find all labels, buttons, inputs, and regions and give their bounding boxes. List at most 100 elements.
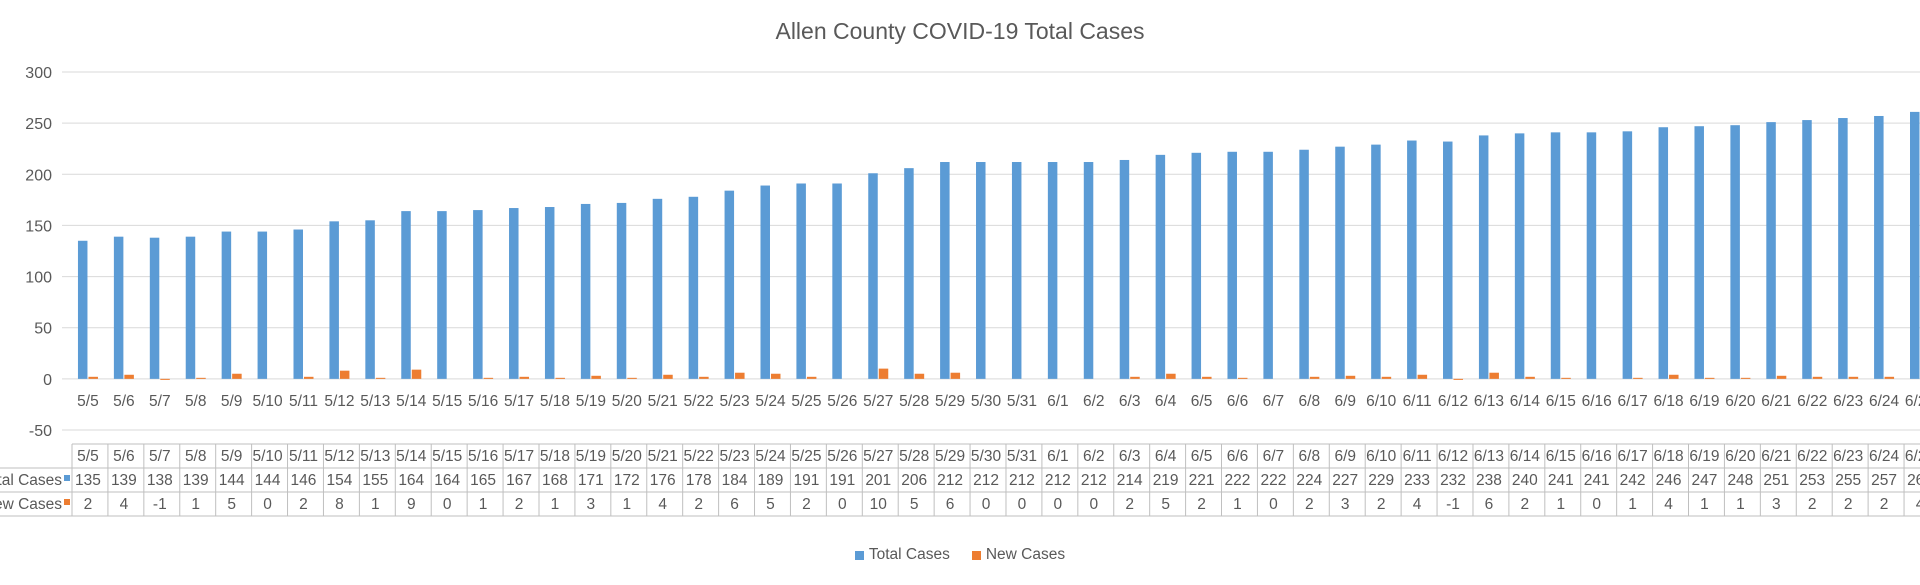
bar-total-cases	[1371, 144, 1381, 379]
bar-new-cases	[1633, 377, 1643, 379]
table-header-cell: 6/5	[1191, 448, 1213, 465]
table-cell: 0	[1054, 496, 1063, 513]
bar-total-cases	[1083, 162, 1094, 379]
table-header-cell: 6/19	[1689, 448, 1719, 465]
table-header-cell: 5/30	[971, 448, 1002, 465]
bar-total-cases	[509, 208, 519, 379]
bar-new-cases	[1561, 377, 1571, 379]
table-cell: 135	[75, 472, 101, 489]
table-cell: 5	[910, 496, 919, 513]
bar-total-cases	[1299, 149, 1309, 379]
bar-new-cases	[1740, 377, 1751, 379]
x-tick-label: 6/21	[1761, 393, 1791, 410]
bar-new-cases	[591, 375, 601, 379]
table-cell: 171	[578, 472, 604, 489]
table-cell: 241	[1584, 472, 1610, 489]
table-cell: 4	[658, 496, 667, 513]
table-header-cell: 6/14	[1510, 448, 1541, 465]
bar-total-cases	[652, 198, 663, 379]
table-header-cell: 6/20	[1725, 448, 1756, 465]
table-cell: 0	[263, 496, 272, 513]
table-cell: 184	[722, 472, 748, 489]
table-cell: 233	[1404, 472, 1430, 489]
table-cell: 201	[865, 472, 891, 489]
x-tick-label: 6/13	[1474, 393, 1504, 410]
bar-total-cases	[1514, 133, 1525, 379]
x-tick-label: 5/27	[863, 393, 893, 410]
bar-total-cases	[1622, 131, 1633, 379]
table-header-cell: 6/11	[1403, 448, 1432, 465]
table-cell: 248	[1727, 472, 1753, 489]
x-axis-labels: 5/5 5/6 5/7 5/8 5/9 5/10 5/11 5/12 5/13 5/14 5/15 5…	[77, 393, 1920, 410]
table-header-cell: 6/13	[1474, 448, 1504, 465]
bar-total-cases	[904, 168, 914, 379]
legend-item-new: New Cases	[971, 546, 1065, 564]
bar-total-cases	[1694, 126, 1704, 379]
table-cell: 2	[84, 496, 93, 513]
bar-total-cases	[688, 196, 699, 379]
table-header-cell: 6/24	[1869, 448, 1900, 465]
x-tick-label: 5/12	[324, 393, 354, 410]
bar-total-cases	[1227, 151, 1237, 379]
table-header-cell: 6/22	[1797, 448, 1827, 465]
table-header-cell: 6/25	[1905, 448, 1920, 465]
x-tick-label: 5/11	[289, 393, 318, 410]
bar-total-cases	[1335, 146, 1345, 379]
x-tick-label: 6/16	[1582, 393, 1612, 410]
table-cell: 1	[622, 496, 631, 513]
bar-new-cases	[160, 378, 170, 380]
bar-total-cases	[1802, 120, 1812, 379]
table-legend-key	[64, 475, 70, 481]
y-tick-label: -50	[29, 423, 52, 440]
x-tick-label: 6/24	[1869, 393, 1900, 410]
bar-new-cases	[1309, 376, 1320, 379]
x-tick-label: 6/9	[1334, 393, 1356, 410]
table-cell: 168	[542, 472, 568, 489]
table-legend-key	[64, 499, 70, 505]
y-tick-label: 300	[25, 65, 52, 82]
x-tick-label: 5/22	[684, 393, 714, 410]
table-cell: 212	[937, 472, 963, 489]
legend: Total Cases New Cases	[0, 546, 1920, 564]
data-table: 5/5 5/6 5/7 5/8 5/9 5/10 5/11 5/12 5/13 5/14 5/15 5…	[0, 443, 1920, 517]
bar-new-cases	[339, 370, 350, 379]
table-header-cell: 5/11	[289, 448, 318, 465]
table-cell: 6	[730, 496, 739, 513]
x-tick-label: 5/8	[185, 393, 207, 410]
bar-total-cases	[544, 207, 555, 379]
table-header-cell: 6/18	[1653, 448, 1683, 465]
bar-total-cases	[149, 237, 160, 379]
table-cell: 3	[587, 496, 596, 513]
bar-new-cases	[1812, 376, 1823, 379]
table-cell: 2	[1808, 496, 1817, 513]
legend-swatch-total	[854, 550, 864, 560]
table-cell: 0	[443, 496, 452, 513]
table-header-cell: 6/12	[1438, 448, 1468, 465]
x-tick-label: 5/24	[755, 393, 786, 410]
bar-total-cases	[1910, 111, 1920, 379]
x-tick-label: 6/10	[1366, 393, 1397, 410]
table-cell: 3	[1772, 496, 1781, 513]
table-cell: 238	[1476, 472, 1502, 489]
bar-new-cases	[1130, 376, 1140, 379]
table-cell: 251	[1763, 472, 1789, 489]
table-cell: 255	[1835, 472, 1861, 489]
table-header-cell: 5/25	[791, 448, 821, 465]
table-header-cell: 5/26	[827, 448, 857, 465]
x-tick-label: 5/31	[1007, 393, 1037, 410]
bar-total-cases	[113, 236, 124, 379]
bar-new-cases	[663, 374, 673, 379]
bar-total-cases	[724, 190, 735, 379]
table-cell: 0	[1089, 496, 1098, 513]
table-cell: 1	[1556, 496, 1565, 513]
bar-new-cases	[411, 369, 422, 379]
table-cell: 191	[829, 472, 855, 489]
table-cell: 164	[398, 472, 424, 489]
table-header-cell: 5/31	[1007, 448, 1037, 465]
x-tick-label: 6/20	[1725, 393, 1756, 410]
table-cell: 229	[1368, 472, 1394, 489]
bar-total-cases	[1550, 132, 1561, 379]
table-cell: 212	[1045, 472, 1071, 489]
table-cell: 1	[479, 496, 488, 513]
